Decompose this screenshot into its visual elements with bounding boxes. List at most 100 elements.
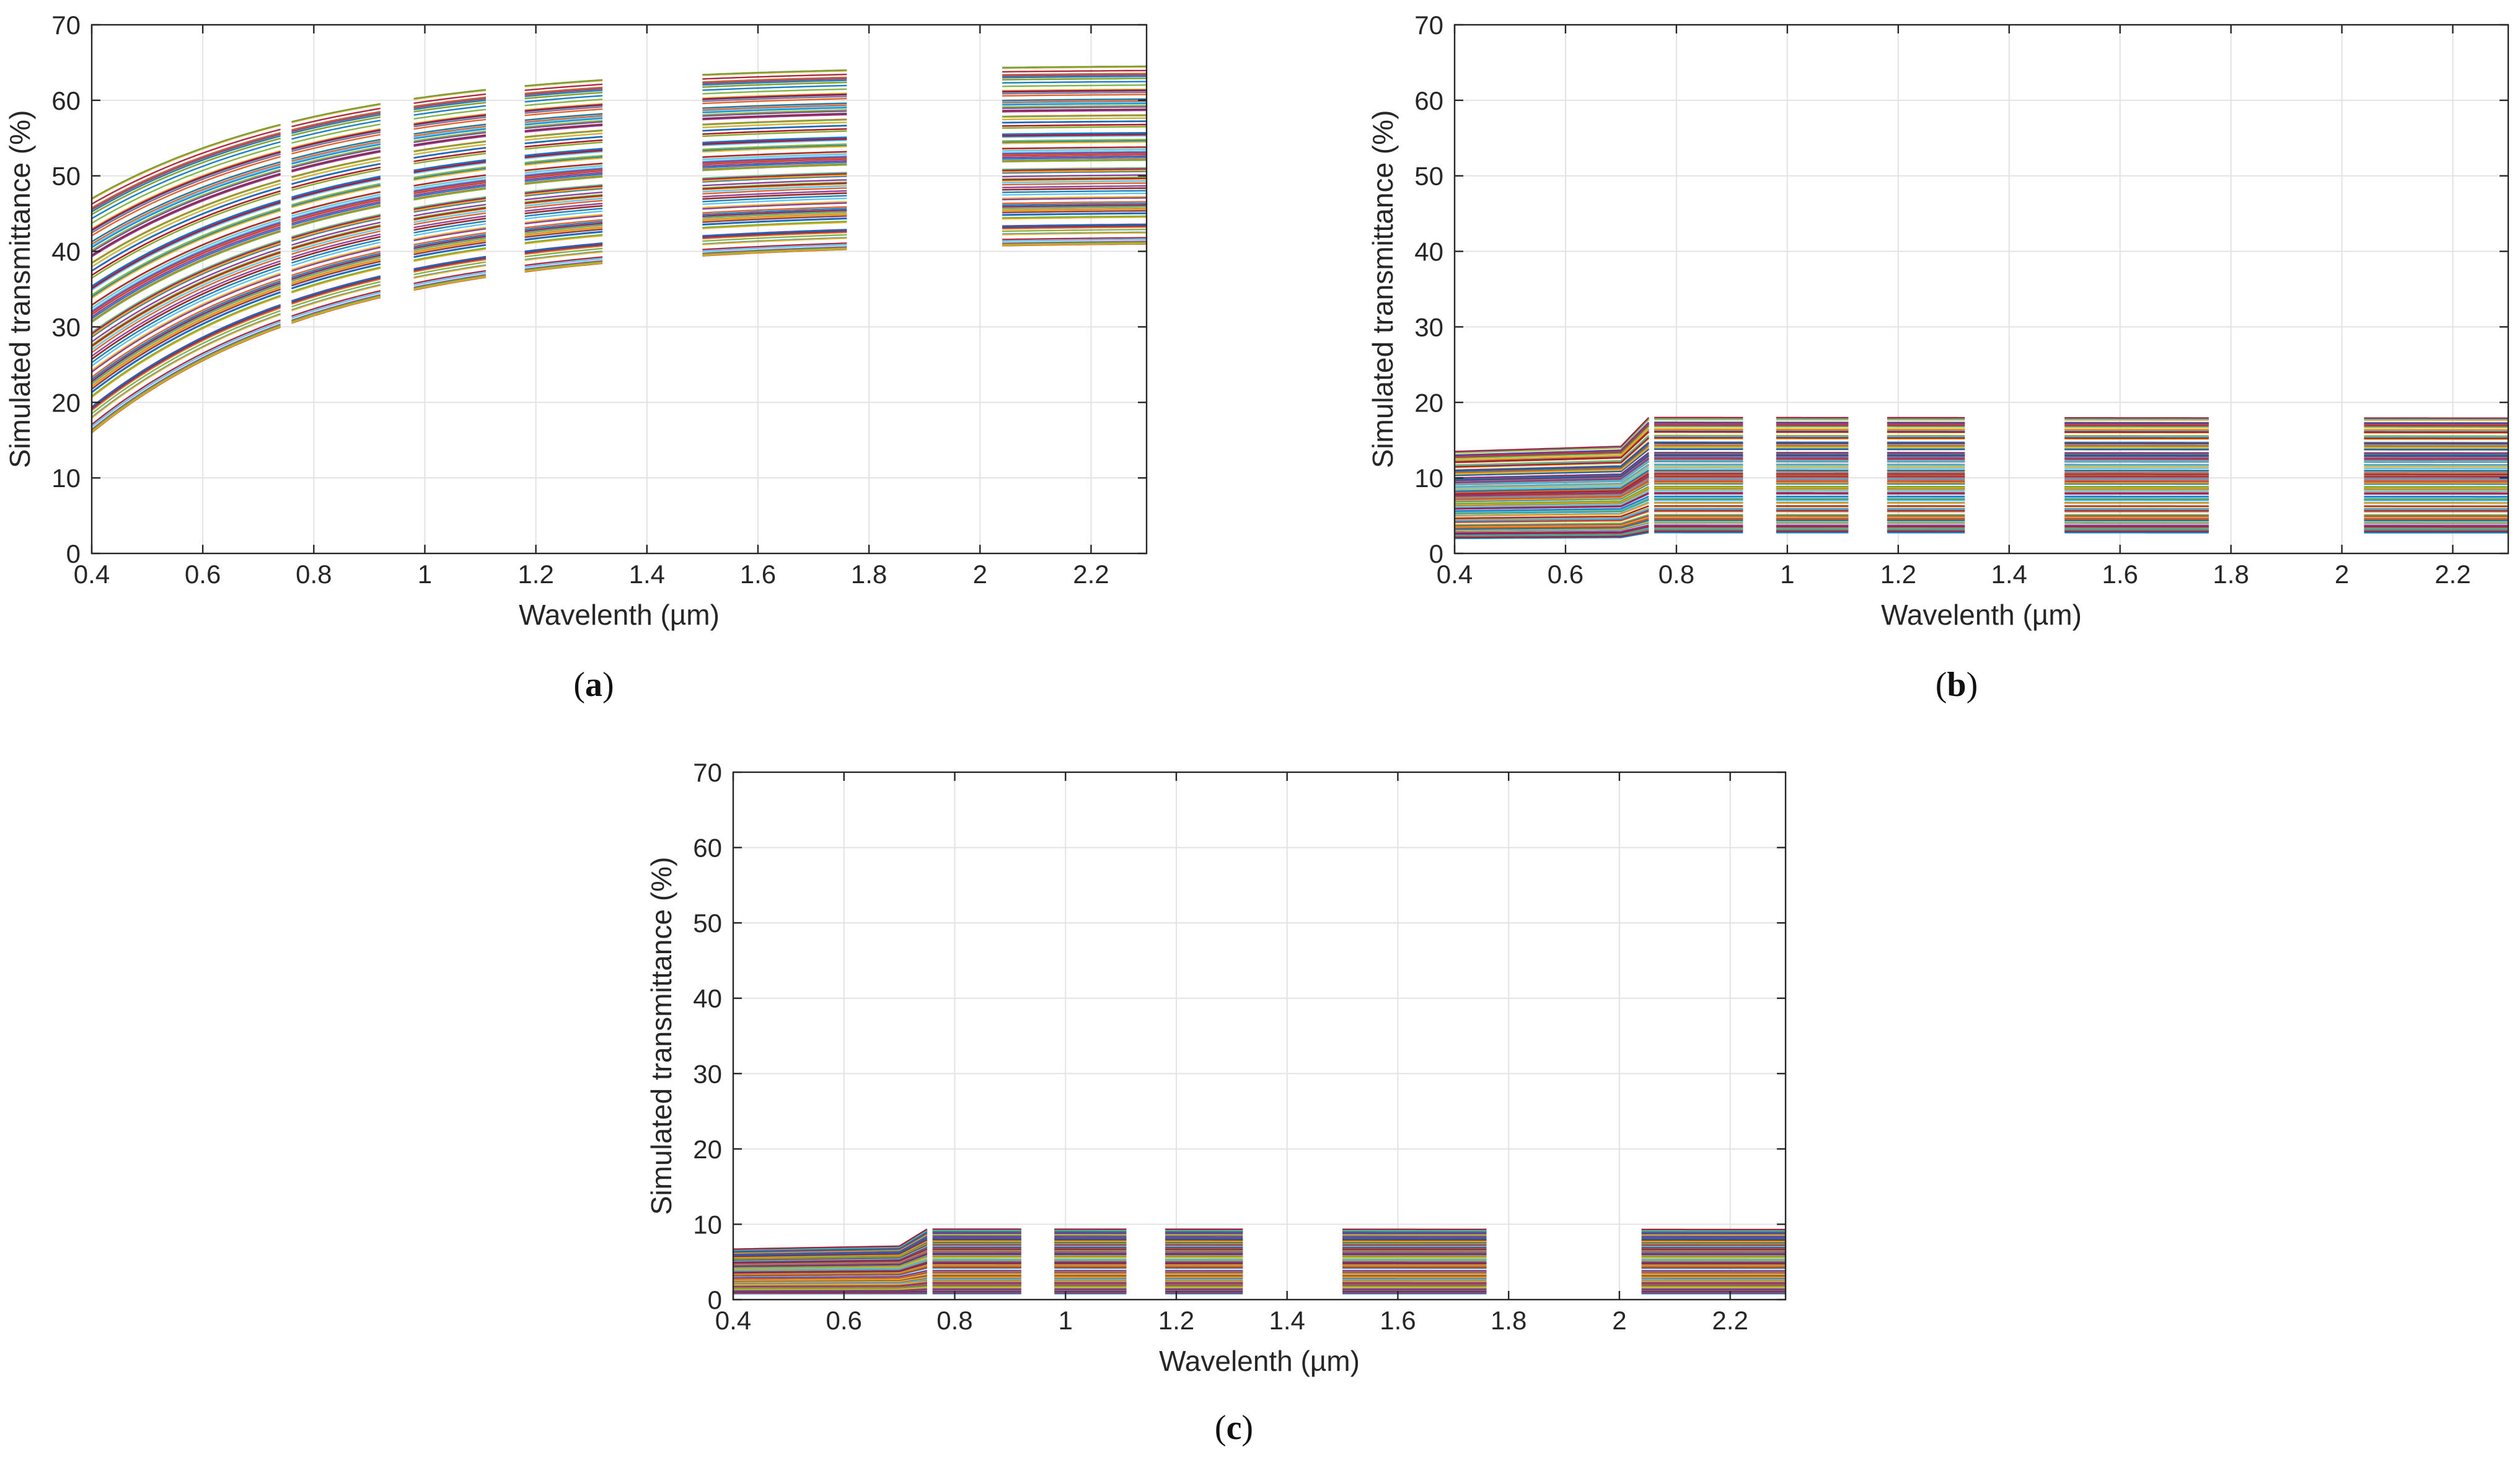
- y-tick-label: 10: [1414, 464, 1443, 493]
- caption-paren: (: [1215, 1409, 1227, 1447]
- x-tick-label: 1.2: [1158, 1306, 1194, 1335]
- grid: [733, 772, 1786, 1300]
- series-line: [1002, 229, 1147, 231]
- series-line: [1455, 418, 1649, 452]
- y-tick-label: 50: [1414, 162, 1443, 191]
- x-axis-label: Wavelenth (µm): [519, 599, 720, 631]
- y-tick-label: 20: [51, 388, 81, 417]
- y-tick-label: 40: [51, 237, 81, 266]
- y-tick-label: 10: [693, 1210, 722, 1239]
- series-line: [1002, 181, 1147, 183]
- panel-caption: (a): [573, 666, 614, 704]
- series-line: [1002, 85, 1147, 86]
- y-tick-label: 60: [693, 834, 722, 863]
- x-tick-label: 2.2: [2434, 560, 2470, 589]
- series-line: [1002, 149, 1147, 151]
- axes-frame: [733, 772, 1786, 1300]
- y-tick-label: 60: [51, 86, 81, 115]
- y-tick-label: 40: [1414, 237, 1443, 266]
- y-tick-label: 30: [1414, 312, 1443, 341]
- x-tick-label: 1.8: [2213, 560, 2249, 589]
- y-tick-label: 60: [1414, 86, 1443, 115]
- x-tick-label: 0.6: [185, 560, 221, 589]
- series-line: [1002, 71, 1147, 72]
- x-tick-label: 1.6: [740, 560, 776, 589]
- series-line: [292, 297, 381, 323]
- series-line: [702, 221, 847, 227]
- x-tick-label: 1.2: [1880, 560, 1916, 589]
- x-tick-label: 2: [2335, 560, 2349, 589]
- x-tick-label: 1.6: [1380, 1306, 1416, 1335]
- series-line: [1002, 193, 1147, 195]
- y-axis-label: Simulated transmittance (%): [4, 110, 36, 469]
- x-tick-label: 1.8: [851, 560, 887, 589]
- caption-paren: ): [1967, 666, 1978, 704]
- y-tick-label: 20: [1414, 388, 1443, 417]
- series-line: [1002, 183, 1147, 185]
- y-tick-label: 0: [708, 1285, 722, 1314]
- series-line: [1002, 125, 1147, 126]
- caption-letter: c: [1227, 1409, 1242, 1447]
- series-line: [1002, 82, 1147, 83]
- caption-letter: b: [1947, 666, 1966, 704]
- series-line: [1002, 121, 1147, 123]
- x-tick-label: 2: [1612, 1306, 1626, 1335]
- axes-frame: [92, 25, 1147, 553]
- caption-paren: (: [1936, 666, 1947, 704]
- x-tick-label: 0.8: [1659, 560, 1694, 589]
- y-tick-label: 0: [66, 539, 81, 568]
- series-line: [1002, 186, 1147, 188]
- x-tick-label: 1: [1059, 1306, 1073, 1335]
- x-tick-label: 2.2: [1712, 1306, 1748, 1335]
- series-lines: [733, 1229, 1786, 1293]
- x-tick-label: 0.8: [936, 1306, 972, 1335]
- x-tick-label: 1: [418, 560, 432, 589]
- caption-paren: (: [573, 666, 585, 704]
- y-tick-label: 0: [1429, 539, 1443, 568]
- y-tick-label: 40: [693, 984, 722, 1013]
- series-line: [1002, 188, 1147, 190]
- x-tick-label: 1.6: [2102, 560, 2138, 589]
- y-tick-label: 30: [693, 1059, 722, 1088]
- series-line: [733, 1229, 927, 1249]
- series-line: [1002, 95, 1147, 96]
- x-tick-label: 0.6: [826, 1306, 862, 1335]
- series-line: [1002, 126, 1147, 128]
- y-axis-label: Simulated transmittance (%): [645, 857, 677, 1215]
- y-tick-label: 70: [1414, 11, 1443, 40]
- x-axis-label: Wavelenth (µm): [1159, 1345, 1360, 1377]
- y-tick-label: 20: [693, 1135, 722, 1164]
- y-tick-label: 10: [51, 464, 81, 493]
- x-axis-label: Wavelenth (µm): [1881, 599, 2082, 631]
- x-tick-label: 1.4: [1991, 560, 2027, 589]
- y-tick-label: 70: [693, 758, 722, 787]
- y-tick-label: 70: [51, 11, 81, 40]
- y-axis-label: Simulated transmittance (%): [1367, 110, 1399, 469]
- series-line: [1002, 191, 1147, 193]
- caption-letter: a: [585, 666, 602, 704]
- x-tick-label: 1.2: [518, 560, 553, 589]
- x-tick-label: 1.8: [1491, 1306, 1527, 1335]
- panel-caption: (b): [1936, 666, 1978, 704]
- x-tick-label: 1.4: [629, 560, 665, 589]
- series-line: [1002, 79, 1147, 80]
- y-tick-label: 50: [51, 162, 81, 191]
- caption-paren: ): [602, 666, 614, 704]
- series-line: [92, 325, 281, 431]
- series-line: [1002, 118, 1147, 119]
- series-line: [702, 70, 847, 74]
- y-tick-label: 30: [51, 312, 81, 341]
- caption-paren: ): [1241, 1409, 1253, 1447]
- x-tick-label: 0.6: [1548, 560, 1584, 589]
- panel-caption: (c): [1215, 1409, 1253, 1447]
- y-tick-label: 50: [693, 909, 722, 938]
- x-tick-label: 0.8: [296, 560, 332, 589]
- x-tick-label: 2: [973, 560, 987, 589]
- x-tick-label: 1.4: [1269, 1306, 1305, 1335]
